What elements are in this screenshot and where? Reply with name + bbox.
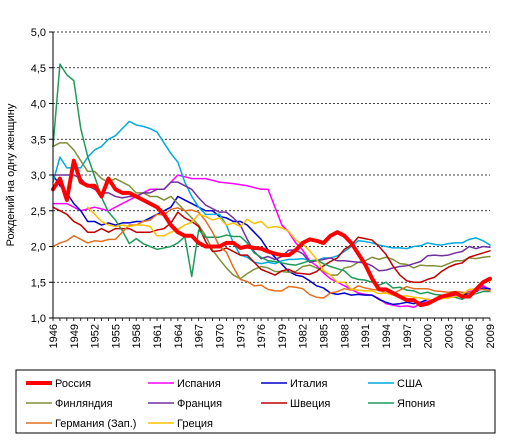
x-tick-label: 1994	[381, 324, 393, 348]
legend-label: Испания	[177, 378, 221, 390]
series-line	[51, 158, 492, 308]
x-tick-label: 1952	[90, 324, 102, 348]
x-tick-label: 1961	[152, 324, 164, 348]
x-tick-label: 1988	[339, 324, 351, 348]
x-tick-label: 1964	[173, 324, 185, 348]
y-tick-label: 1,5	[31, 277, 46, 289]
y-tick-label: 2,0	[31, 242, 46, 254]
y-tick-label: 4,5	[31, 63, 46, 75]
legend-label: США	[397, 378, 423, 390]
axes	[49, 31, 491, 321]
x-tick-label: 1973	[235, 324, 247, 348]
x-tick-label: 1985	[319, 324, 331, 348]
x-tick-label: 2006	[464, 324, 476, 348]
x-tick-label: 1946	[48, 324, 60, 348]
legend-label: Финляндия	[55, 398, 113, 410]
x-tick-label: 1949	[69, 324, 81, 348]
y-tick-label: 4,0	[31, 99, 46, 111]
series-line	[52, 207, 491, 299]
y-tick-labels: 1,0 1,5 2,0 2,5 3,0 3,5 4,0 4,5 5,0	[31, 27, 46, 325]
legend-box	[15, 369, 496, 434]
x-tick-labels: 1946 1949 1952 1955 1958 1961 1964 1967 1970 1973…	[48, 324, 497, 348]
x-tick-label: 1991	[360, 324, 372, 348]
legend-label: Германия (Зап.)	[55, 418, 136, 430]
legend-label: Франция	[177, 398, 222, 410]
y-axis-label: Рождений на одну женщину	[5, 103, 17, 246]
x-tick-label: 1976	[256, 324, 268, 348]
y-tick-label: 1,0	[31, 313, 46, 325]
x-tick-label: 2009	[485, 324, 497, 348]
legend: Россия Испания Италия США Финляндия Франция Шв…	[26, 378, 435, 430]
y-tick-label: 2,5	[31, 206, 46, 218]
series-line	[86, 206, 491, 301]
series-line	[52, 120, 491, 265]
x-tick-label: 2003	[443, 324, 455, 348]
x-tick-label: 1997	[402, 324, 414, 348]
series-lines	[51, 63, 492, 309]
legend-label: Россия	[55, 378, 91, 390]
x-tick-label: 1979	[277, 324, 289, 348]
y-tick-label: 5,0	[31, 27, 46, 39]
x-tick-label: 1970	[214, 324, 226, 348]
x-tick-label: 1982	[298, 324, 310, 348]
series-line	[52, 174, 491, 272]
y-tick-label: 3,0	[31, 170, 46, 182]
x-tick-label: 1967	[194, 324, 206, 348]
series-line	[52, 142, 491, 280]
legend-label: Япония	[397, 398, 435, 410]
legend-label: Греция	[177, 418, 213, 430]
x-tick-label: 1955	[110, 324, 122, 348]
x-tick-label: 2000	[423, 324, 435, 348]
x-tick-label: 1958	[131, 324, 143, 348]
legend-label: Италия	[290, 378, 328, 390]
series-line	[52, 63, 491, 301]
y-tick-label: 3,5	[31, 134, 46, 146]
legend-label: Швеция	[290, 398, 330, 410]
